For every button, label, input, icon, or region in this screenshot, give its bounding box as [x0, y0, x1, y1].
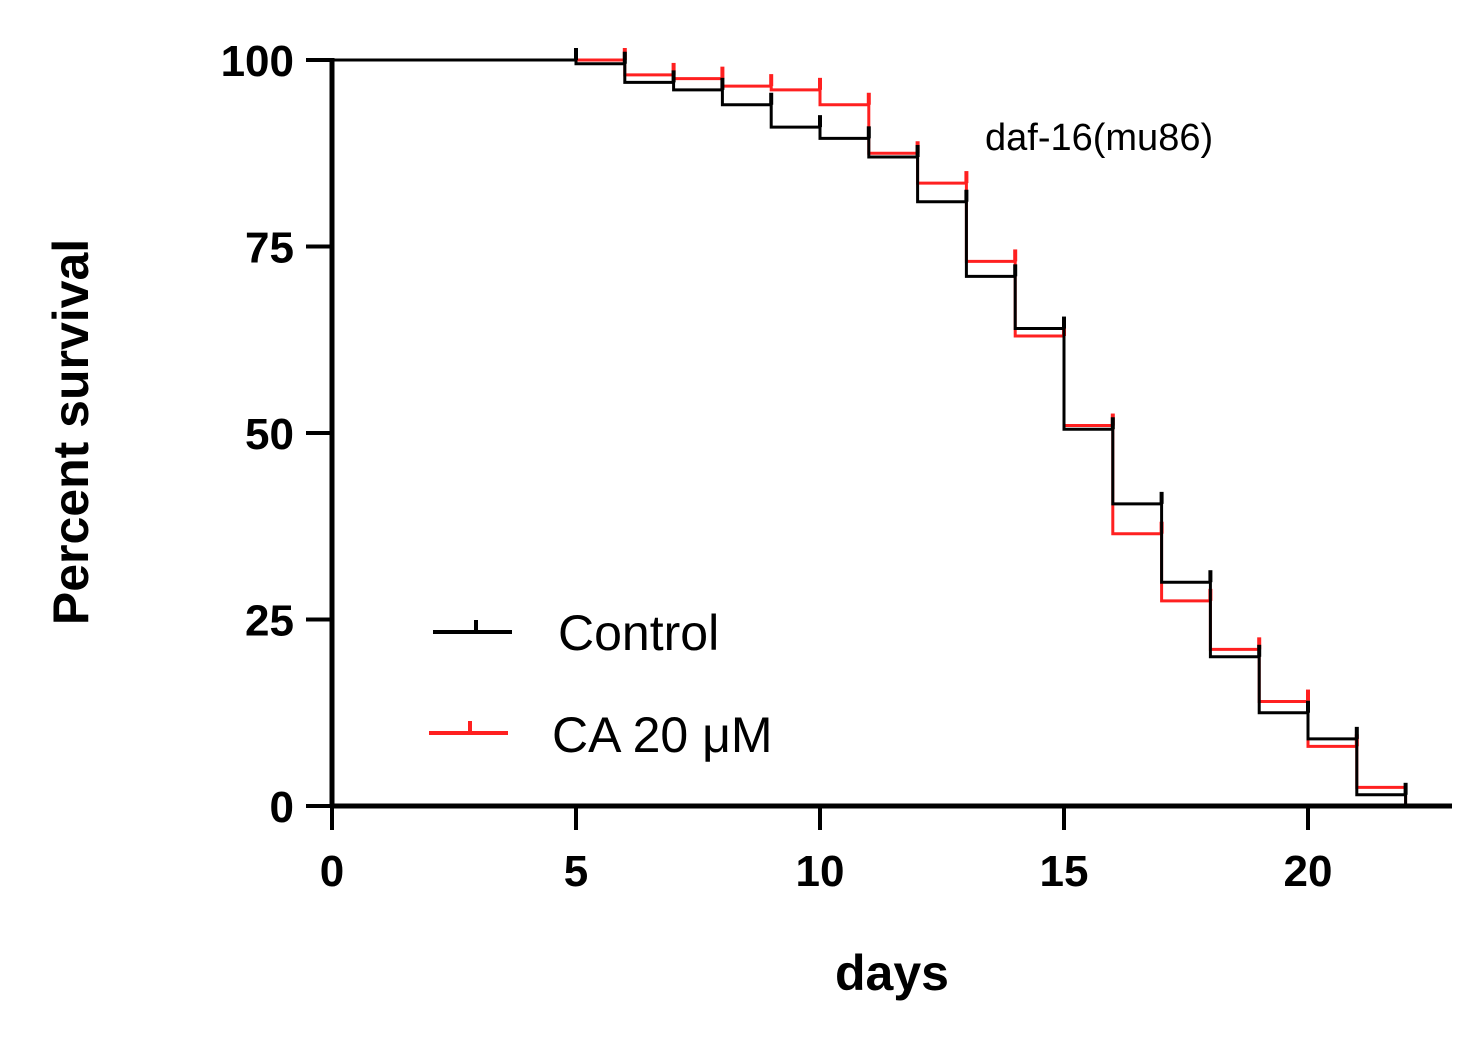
survival-line-control [332, 58, 1408, 806]
x-tick-label: 5 [564, 847, 588, 896]
legend: Control CA 20 μM [429, 605, 773, 763]
plot-area [332, 48, 1408, 806]
strain-annotation: daf-16(mu86) [985, 117, 1213, 159]
legend-label-control: Control [558, 605, 719, 661]
axes [329, 58, 1452, 809]
legend-item-control: Control [433, 605, 719, 661]
x-tick-label: 15 [1040, 847, 1089, 896]
survival-line-ca [332, 58, 1408, 806]
x-tick-label: 20 [1284, 847, 1333, 896]
y-ticks: 0 25 50 75 100 [221, 37, 332, 832]
x-axis-title: days [835, 945, 949, 1001]
x-tick-label: 10 [796, 847, 845, 896]
y-tick-label: 100 [221, 37, 294, 86]
y-tick-label: 50 [245, 410, 294, 459]
x-tick-label: 0 [320, 847, 344, 896]
y-tick-label: 25 [245, 597, 294, 646]
legend-label-ca: CA 20 μM [552, 707, 773, 763]
y-tick-label: 75 [245, 224, 294, 273]
y-tick-label: 0 [270, 783, 294, 832]
x-ticks: 0 5 10 15 20 [320, 806, 1333, 896]
y-axis-title: Percent survival [43, 239, 99, 625]
legend-item-ca: CA 20 μM [429, 707, 773, 763]
